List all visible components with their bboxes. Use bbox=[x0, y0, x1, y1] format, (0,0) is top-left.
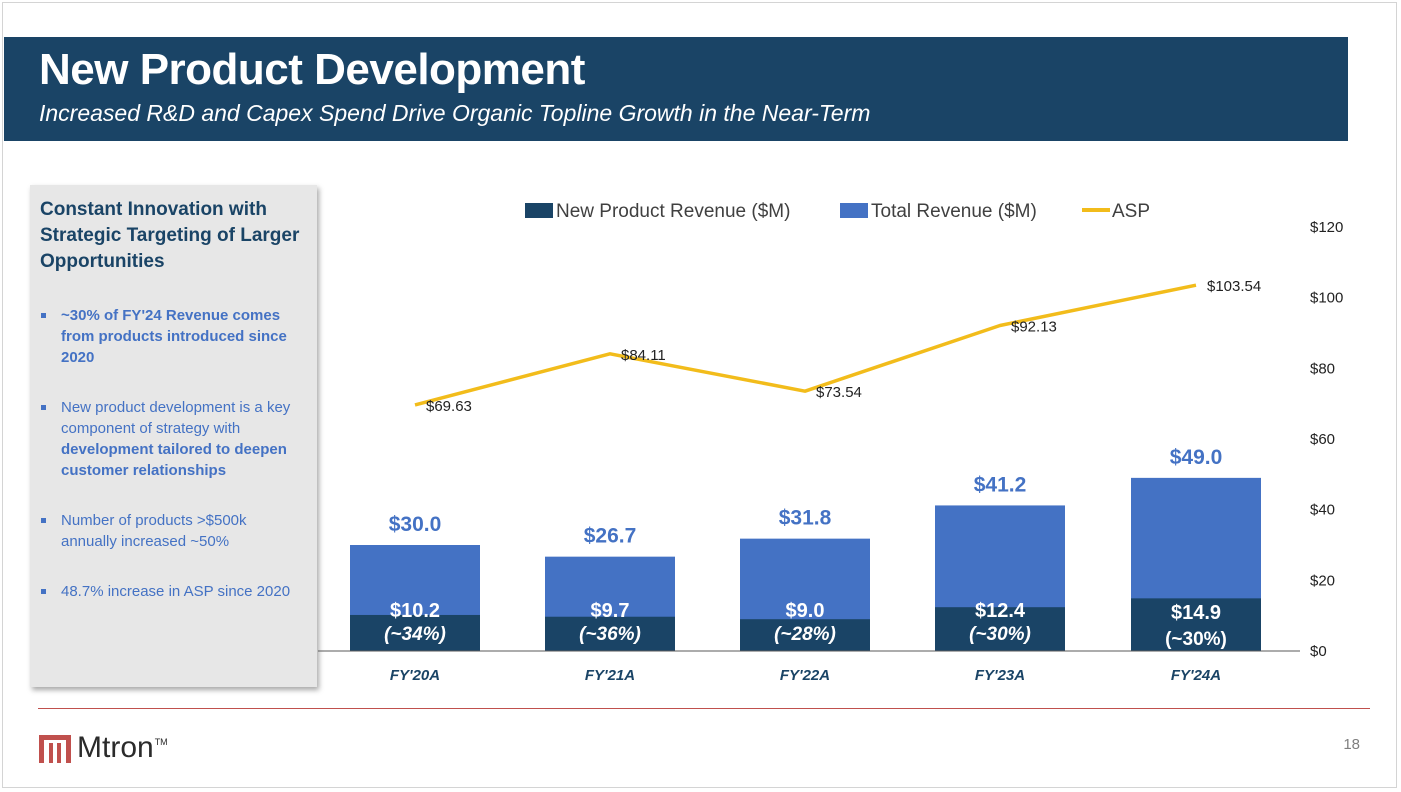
x-tick-label: FY'20A bbox=[390, 667, 440, 684]
data-label-asp: $73.54 bbox=[816, 384, 862, 401]
sidebar-bullet: Number of products >$500k annually incre… bbox=[40, 510, 303, 552]
y-tick-label: $60 bbox=[1310, 431, 1335, 448]
x-tick-label: FY'22A bbox=[780, 667, 830, 684]
data-label-asp: $84.11 bbox=[621, 347, 666, 364]
data-label-total-revenue: $31.8 bbox=[779, 507, 832, 530]
data-label-new-product-revenue: $14.9 bbox=[1171, 602, 1221, 624]
sidebar-heading: Constant Innovation with Strategic Targe… bbox=[40, 199, 300, 272]
mtron-logo: Mtron TM bbox=[38, 731, 168, 765]
data-label-new-product-share: (~36%) bbox=[579, 624, 641, 645]
x-tick-label: FY'24A bbox=[1171, 667, 1221, 684]
data-label-new-product-share: (~34%) bbox=[384, 624, 446, 645]
mtron-logo-mark-icon bbox=[39, 735, 71, 763]
data-label-total-revenue: $30.0 bbox=[389, 513, 442, 536]
data-label-new-product-share: (~30%) bbox=[1165, 629, 1227, 650]
sidebar-bullet: ~30% of FY'24 Revenue comes from product… bbox=[40, 305, 303, 368]
bullet-square-icon bbox=[41, 313, 46, 318]
footer-divider bbox=[38, 708, 1370, 709]
logo-wordmark: Mtron bbox=[77, 731, 154, 764]
data-label-total-revenue: $49.0 bbox=[1170, 446, 1223, 469]
data-label-new-product-revenue: $9.7 bbox=[591, 600, 630, 622]
bar-new-product-revenue bbox=[1131, 598, 1261, 651]
y-tick-label: $80 bbox=[1310, 360, 1335, 377]
asp-line bbox=[414, 283, 1197, 407]
bar-new-product-revenue bbox=[545, 616, 675, 651]
y-tick-label: $100 bbox=[1310, 290, 1343, 307]
data-label-new-product-share: (~30%) bbox=[969, 624, 1031, 645]
data-label-new-product-share: (~28%) bbox=[774, 624, 836, 645]
legend-label-asp: ASP bbox=[1112, 201, 1150, 222]
chart-legend: New Product Revenue ($M) Total Revenue (… bbox=[525, 201, 1150, 222]
sidebar-panel: Constant Innovation with Strategic Targe… bbox=[30, 185, 317, 687]
data-label-asp: $69.63 bbox=[426, 398, 472, 415]
y-axis: $0 $20 $40 $60 $80 $100 $120 bbox=[318, 219, 1343, 660]
bar-new-product-revenue bbox=[740, 619, 870, 651]
data-label-new-product-revenue: $9.0 bbox=[786, 600, 825, 622]
sidebar-bullet: 48.7% increase in ASP since 2020 bbox=[40, 581, 303, 602]
data-label-total-revenue: $26.7 bbox=[584, 525, 637, 548]
data-label-new-product-revenue: $12.4 bbox=[975, 600, 1026, 622]
y-tick-label: $120 bbox=[1310, 219, 1343, 236]
data-label-asp: $92.13 bbox=[1011, 318, 1057, 335]
sidebar-bullet-list: ~30% of FY'24 Revenue comes from product… bbox=[40, 305, 303, 602]
data-label-new-product-revenue: $10.2 bbox=[390, 600, 440, 622]
x-tick-label: FY'21A bbox=[585, 667, 635, 684]
legend-swatch-new-product bbox=[525, 203, 553, 218]
legend-swatch-total-revenue bbox=[840, 203, 868, 218]
bullet-square-icon bbox=[41, 589, 46, 594]
y-tick-label: $20 bbox=[1310, 572, 1335, 589]
bar-new-product-revenue bbox=[350, 614, 480, 651]
legend-label-new-product: New Product Revenue ($M) bbox=[556, 201, 790, 222]
page-subtitle: Increased R&D and Capex Spend Drive Orga… bbox=[39, 100, 871, 126]
bullet-square-icon bbox=[41, 405, 46, 410]
logo-trademark: TM bbox=[154, 737, 168, 747]
y-tick-label: $40 bbox=[1310, 502, 1335, 519]
bullet-square-icon bbox=[41, 518, 46, 523]
y-tick-label: $0 bbox=[1310, 643, 1327, 660]
sidebar-bullet: New product development is a key compone… bbox=[40, 397, 303, 481]
page-number: 18 bbox=[1343, 736, 1360, 753]
page-title: New Product Development bbox=[39, 45, 585, 94]
bar-new-product-revenue bbox=[935, 607, 1065, 651]
data-label-total-revenue: $41.2 bbox=[974, 473, 1027, 496]
legend-label-total-revenue: Total Revenue ($M) bbox=[871, 201, 1037, 222]
title-banner: New Product Development Increased R&D an… bbox=[4, 37, 1348, 141]
data-label-asp: $103.54 bbox=[1207, 278, 1261, 295]
x-tick-label: FY'23A bbox=[975, 667, 1025, 684]
